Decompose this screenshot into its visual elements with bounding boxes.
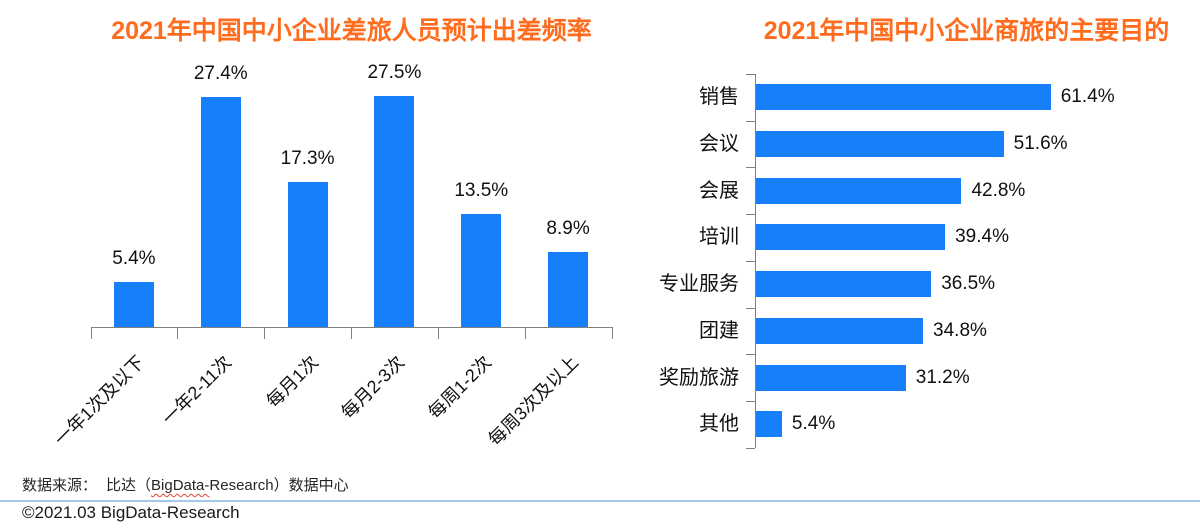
category-label-专业服务: 专业服务 xyxy=(659,273,739,296)
bar-每月1次 xyxy=(287,181,328,327)
category-label-会议: 会议 xyxy=(699,133,739,156)
bar-value-label: 5.4% xyxy=(791,413,836,435)
left-chart-title: 2021年中国中小企业差旅人员预计出差频率 xyxy=(111,17,592,45)
data-source-name: 比达（ xyxy=(106,477,152,494)
bar-每周1-2次 xyxy=(461,213,502,327)
x-axis-tick xyxy=(351,327,352,339)
y-axis-tick xyxy=(746,260,755,262)
data-source-note: 数据来源： 比达（BigData-Research）数据中心 xyxy=(22,474,349,495)
bar-专业服务 xyxy=(756,271,932,298)
data-source-name-rest: Research）数据中心 xyxy=(209,477,349,494)
bar-培训 xyxy=(756,224,946,251)
data-source-spellcheck-underline: BigData- xyxy=(151,477,210,494)
bar-团建 xyxy=(756,317,924,344)
x-axis-tick xyxy=(524,327,526,339)
bar-value-label: 27.5% xyxy=(367,62,422,83)
bar-一年1次及以下 xyxy=(113,281,154,327)
bar-value-label: 42.8% xyxy=(971,179,1026,201)
x-axis-tick xyxy=(264,327,266,339)
y-axis-tick xyxy=(746,307,755,309)
bar-会议 xyxy=(756,131,1004,158)
bar-value-label: 36.5% xyxy=(941,273,996,295)
bar-销售 xyxy=(756,84,1051,111)
copyright-text: ©2021.03 BigData-Research xyxy=(22,503,240,522)
y-axis-tick xyxy=(746,167,755,169)
bar-value-label: 34.8% xyxy=(933,319,987,341)
bar-会展 xyxy=(756,177,962,204)
bar-每月2-3次 xyxy=(374,96,415,327)
bar-value-label: 8.9% xyxy=(546,218,590,240)
category-label-会展: 会展 xyxy=(699,179,739,202)
data-source-prefix: 数据来源： xyxy=(22,477,98,494)
x-axis-tick xyxy=(437,327,439,339)
x-axis-tick xyxy=(90,327,92,339)
category-label-销售: 销售 xyxy=(699,86,739,109)
bar-value-label: 17.3% xyxy=(280,147,335,169)
bar-奖励旅游 xyxy=(756,364,906,391)
right-chart-title: 2021年中国中小企业商旅的主要目的 xyxy=(763,17,1170,45)
bar-其他 xyxy=(756,411,782,438)
y-axis-tick xyxy=(746,74,755,75)
footer-divider-line xyxy=(0,500,1200,502)
y-axis-tick xyxy=(746,214,755,216)
bar-一年2-11次 xyxy=(200,96,241,327)
category-label-奖励旅游: 奖励旅游 xyxy=(659,366,739,389)
bar-value-label: 13.5% xyxy=(454,179,509,201)
bar-value-label: 39.4% xyxy=(955,226,1009,248)
y-axis-tick xyxy=(746,447,755,449)
category-label-其他: 其他 xyxy=(699,413,739,436)
bar-value-label: 31.2% xyxy=(915,366,970,388)
x-axis-tick xyxy=(177,327,179,339)
y-axis-tick xyxy=(746,354,755,356)
bar-value-label: 5.4% xyxy=(112,247,156,269)
y-axis-tick xyxy=(746,400,755,402)
bar-每周3次及以上 xyxy=(548,252,589,327)
bar-value-label: 51.6% xyxy=(1013,133,1068,155)
category-label-培训: 培训 xyxy=(699,226,739,249)
y-axis-tick xyxy=(746,120,755,122)
y-axis-line xyxy=(755,74,756,448)
bar-value-label: 61.4% xyxy=(1060,86,1115,108)
bar-value-label: 27.4% xyxy=(193,62,248,84)
x-axis-tick xyxy=(611,327,613,339)
category-label-团建: 团建 xyxy=(699,319,739,342)
